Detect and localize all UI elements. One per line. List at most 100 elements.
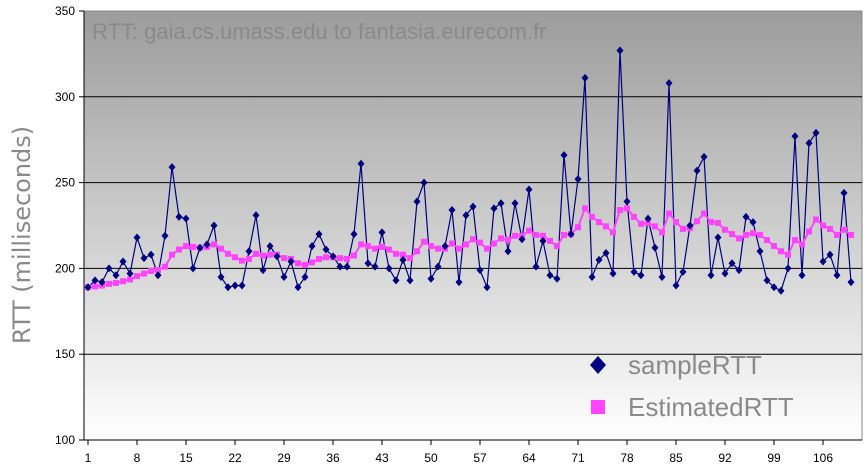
x-tick-label: 64 bbox=[522, 451, 536, 465]
estimatedrtt-point bbox=[344, 255, 350, 262]
samplertt-point bbox=[287, 257, 295, 266]
estimatedrtt-point bbox=[449, 240, 455, 247]
estimatedrtt-point bbox=[659, 229, 665, 236]
samplertt-point bbox=[700, 152, 708, 161]
x-tick-label: 15 bbox=[179, 451, 193, 465]
estimatedrtt-point bbox=[218, 245, 224, 252]
estimatedrtt-point bbox=[750, 230, 756, 237]
x-tick-label: 1 bbox=[85, 451, 92, 465]
estimatedrtt-point bbox=[176, 246, 182, 253]
estimatedrtt-point bbox=[841, 226, 847, 233]
estimatedrtt-point bbox=[477, 239, 483, 246]
samplertt-point bbox=[728, 259, 736, 268]
estimatedrtt-point bbox=[183, 243, 189, 250]
estimatedrtt-point bbox=[820, 222, 826, 229]
samplertt-point bbox=[567, 230, 575, 239]
samplertt-point bbox=[448, 206, 456, 215]
y-tick-label: 350 bbox=[55, 4, 75, 18]
estimatedrtt-point bbox=[134, 273, 140, 280]
estimatedrtt-point bbox=[575, 224, 581, 231]
estimatedrtt-point bbox=[407, 255, 413, 262]
samplertt-point bbox=[126, 269, 134, 278]
estimatedrtt-point bbox=[309, 259, 315, 266]
estimatedrtt-point bbox=[400, 251, 406, 258]
samplertt-point bbox=[518, 235, 526, 244]
estimatedrtt-point bbox=[120, 278, 126, 285]
estimatedrtt-point bbox=[701, 210, 707, 217]
estimatedrtt-point bbox=[484, 245, 490, 252]
estimatedrtt-point bbox=[456, 245, 462, 252]
samplertt-point bbox=[154, 271, 162, 280]
samplertt-point bbox=[140, 254, 148, 263]
estimatedrtt-point bbox=[92, 283, 98, 290]
estimatedrtt-point bbox=[834, 231, 840, 238]
x-tick-label: 78 bbox=[620, 451, 634, 465]
samplertt-point bbox=[133, 233, 141, 242]
estimatedrtt-point bbox=[365, 243, 371, 250]
samplertt-point bbox=[350, 230, 358, 239]
samplertt-point bbox=[315, 230, 323, 239]
estimatedrtt-point bbox=[729, 231, 735, 238]
series-markers bbox=[84, 46, 855, 295]
samplertt-point bbox=[462, 211, 470, 220]
estimatedrtt-point bbox=[792, 237, 798, 244]
samplertt-point bbox=[819, 257, 827, 266]
samplertt-point bbox=[280, 272, 288, 281]
samplertt-point bbox=[595, 255, 603, 264]
estimatedrtt-point bbox=[617, 207, 623, 214]
estimatedrtt-point bbox=[722, 226, 728, 233]
samplertt-point bbox=[385, 264, 393, 273]
estimatedrtt-point bbox=[358, 241, 364, 248]
samplertt-point bbox=[329, 252, 337, 261]
samplertt-point bbox=[476, 266, 484, 275]
samplertt-point bbox=[553, 274, 561, 283]
samplertt-point bbox=[147, 250, 155, 259]
estimatedrtt-point bbox=[827, 225, 833, 232]
samplertt-point bbox=[399, 255, 407, 264]
samplertt-point bbox=[301, 272, 309, 281]
samplertt-point bbox=[721, 269, 729, 278]
samplertt-point bbox=[112, 271, 120, 280]
samplertt-point bbox=[469, 202, 477, 211]
samplertt-point bbox=[672, 281, 680, 290]
y-tick-label: 150 bbox=[55, 347, 75, 361]
estimatedrtt-point bbox=[232, 254, 238, 261]
estimatedrtt-legend-marker bbox=[591, 400, 605, 414]
estimatedrtt-point bbox=[736, 235, 742, 242]
samplertt-point bbox=[763, 276, 771, 285]
samplertt-point bbox=[455, 278, 463, 287]
samplertt-point bbox=[483, 283, 491, 292]
estimatedrtt-point bbox=[372, 245, 378, 252]
estimatedrtt-point bbox=[540, 232, 546, 239]
samplertt-point bbox=[294, 283, 302, 292]
estimatedrtt-point bbox=[267, 251, 273, 258]
samplertt-point bbox=[357, 159, 365, 168]
estimatedrtt-point bbox=[666, 210, 672, 217]
estimatedrtt-point bbox=[743, 231, 749, 238]
samplertt-point bbox=[560, 151, 568, 160]
samplertt-point bbox=[735, 266, 743, 275]
estimatedrtt-point bbox=[610, 229, 616, 236]
samplertt-point bbox=[798, 271, 806, 280]
estimatedrtt-point bbox=[470, 236, 476, 243]
estimatedrtt-point bbox=[393, 250, 399, 257]
samplertt-point bbox=[231, 281, 239, 290]
chart-title: RTT: gaia.cs.umass.edu to fantasia.eurec… bbox=[92, 19, 546, 44]
estimatedrtt-point bbox=[491, 240, 497, 247]
samplertt-point bbox=[413, 197, 421, 206]
estimatedrtt-point bbox=[295, 260, 301, 267]
samplertt-point bbox=[420, 178, 428, 187]
estimatedrtt-point bbox=[708, 219, 714, 226]
samplertt-point bbox=[441, 242, 449, 251]
estimatedrtt-point bbox=[505, 237, 511, 244]
samplertt-point bbox=[504, 247, 512, 256]
samplertt-line bbox=[87, 50, 852, 292]
samplertt-point bbox=[644, 214, 652, 223]
estimatedrtt-point bbox=[414, 248, 420, 255]
samplertt-point bbox=[756, 247, 764, 256]
samplertt-point bbox=[238, 281, 246, 290]
estimatedrtt-point bbox=[155, 267, 161, 274]
estimatedrtt-legend-label: EstimatedRTT bbox=[628, 392, 794, 422]
estimatedrtt-point bbox=[603, 223, 609, 230]
